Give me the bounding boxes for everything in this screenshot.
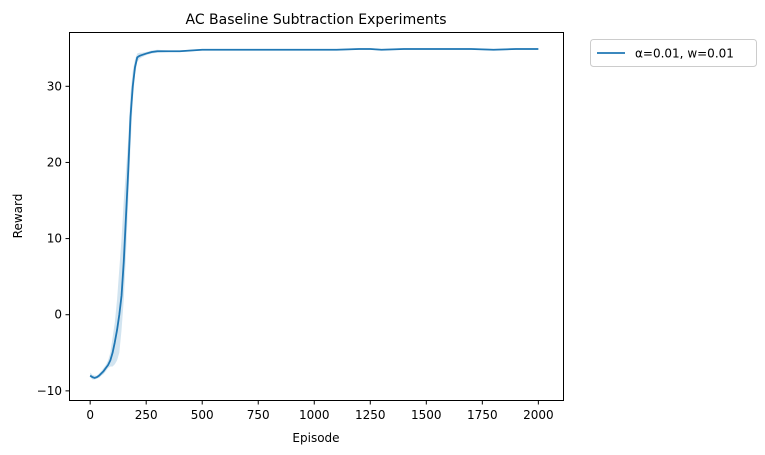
x-tick-label: 1500 [411, 408, 442, 422]
plot-frame [69, 32, 564, 401]
x-tick-label: 750 [247, 408, 270, 422]
series-line-layer [89, 48, 539, 379]
y-axis-label: Reward [11, 194, 25, 239]
y-tick-label: 0 [54, 308, 62, 322]
x-axis-label: Episode [292, 431, 339, 445]
y-tick-label: 20 [47, 155, 62, 169]
x-tick-label: 1750 [467, 408, 498, 422]
series-0-line [89, 48, 539, 379]
legend-entry-label: α=0.01, w=0.01 [635, 47, 734, 61]
x-tick-label: 250 [135, 408, 158, 422]
x-tick-label: 0 [86, 408, 94, 422]
confidence-band-layer [90, 48, 539, 380]
chart-title: AC Baseline Subtraction Experiments [186, 12, 447, 28]
x-tick-label: 2000 [523, 408, 554, 422]
series-0-confidence-band [90, 48, 539, 380]
x-axis-ticks: 0 250 500 750 1000 1250 1500 1750 2000 [86, 400, 554, 422]
legend: α=0.01, w=0.01 [590, 39, 757, 67]
x-tick-label: 500 [191, 408, 214, 422]
y-tick-label: 30 [47, 79, 62, 93]
y-tick-label: 10 [47, 232, 62, 246]
x-tick-label: 1000 [299, 408, 330, 422]
y-tick-label: −10 [37, 384, 62, 398]
legend-box [590, 39, 757, 67]
x-tick-label: 1250 [355, 408, 386, 422]
y-axis-ticks: −10 0 10 20 30 [37, 79, 70, 398]
